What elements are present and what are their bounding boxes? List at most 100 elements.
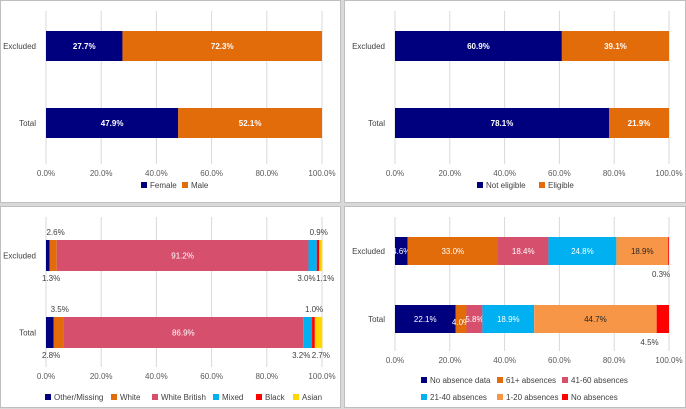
data-label: 3.0% — [297, 274, 315, 283]
bar-segment — [316, 240, 320, 271]
bar-segment — [303, 317, 313, 348]
bar-segment — [53, 317, 64, 348]
data-label: 24.8% — [571, 247, 594, 256]
legend-label: White British — [161, 393, 206, 402]
x-tick-label: 80.0% — [255, 169, 278, 178]
data-label: 39.1% — [604, 42, 627, 51]
legend-swatch — [111, 394, 117, 400]
bar-segment — [49, 240, 57, 271]
chart-panel-eligibility: 0.0% 20.0% 40.0% 60.0% 80.0% 100.0% Excluded To… — [344, 0, 686, 203]
bar-segment — [608, 108, 669, 138]
chart-absences: 0.0% 20.0% 40.0% 60.0% 80.0% 100.0% Excluded To… — [352, 217, 683, 402]
legend-label: Mixed — [222, 393, 243, 402]
data-label: 4.0% — [452, 318, 470, 327]
bar-segment — [46, 317, 54, 348]
legend-swatch — [141, 182, 147, 188]
x-tick-label: 40.0% — [145, 372, 168, 381]
data-label: 78.1% — [491, 119, 514, 128]
category-label: Total — [19, 329, 36, 338]
data-label: 21.9% — [628, 119, 651, 128]
data-label: 3.5% — [51, 305, 69, 314]
data-label: 18.9% — [631, 247, 654, 256]
category-label: Excluded — [352, 247, 385, 256]
x-tick-label: 80.0% — [603, 356, 626, 365]
data-label: 1.3% — [42, 274, 60, 283]
legend-label: No absences — [571, 393, 618, 402]
legend-label: White — [120, 393, 141, 402]
bar-segment — [63, 317, 304, 348]
bar-segment — [561, 31, 669, 61]
data-label: 2.8% — [42, 351, 60, 360]
legend-label: 1-20 absences — [506, 393, 558, 402]
category-label: Excluded — [3, 42, 36, 51]
bar-segment — [46, 108, 179, 138]
chart-sex: 0.0% 20.0% 40.0% 60.0% 80.0% 100.0% Excluded To… — [3, 11, 336, 190]
bar-segment — [656, 305, 669, 333]
x-tick-label: 80.0% — [603, 169, 626, 178]
x-tick-label: 60.0% — [200, 169, 223, 178]
x-tick-label: 60.0% — [548, 356, 571, 365]
legend-label: 61+ absences — [506, 376, 556, 385]
legend-swatch — [497, 394, 503, 400]
data-label: 4.5% — [640, 338, 658, 347]
chart-ethnicity: 0.0% 20.0% 40.0% 60.0% 80.0% 100.0% Excluded To… — [3, 217, 336, 402]
bar-segment — [56, 240, 309, 271]
data-label: 91.2% — [171, 252, 194, 261]
legend-swatch — [477, 182, 483, 188]
legend-label: Male — [191, 181, 209, 190]
x-tick-label: 100.0% — [308, 372, 335, 381]
data-label: 2.6% — [46, 228, 64, 237]
bar-segment — [46, 240, 50, 271]
bar-segment — [668, 237, 669, 265]
legend-label: Not eligible — [486, 181, 526, 190]
x-tick-label: 60.0% — [548, 169, 571, 178]
legend-label: No absence data — [430, 376, 491, 385]
data-label: 60.9% — [467, 42, 490, 51]
x-tick-label: 0.0% — [37, 372, 55, 381]
bar-segment — [395, 237, 408, 265]
chart-panel-absences: 0.0% 20.0% 40.0% 60.0% 80.0% 100.0% Excluded To… — [344, 206, 686, 408]
legend-swatch — [421, 394, 427, 400]
data-label: 86.9% — [172, 329, 195, 338]
bar-segment — [308, 240, 317, 271]
legend-label: 41-60 absences — [571, 376, 628, 385]
bar-segment — [312, 317, 315, 348]
legend-swatch — [256, 394, 262, 400]
bar-segment — [548, 237, 617, 265]
data-label: 18.9% — [497, 315, 520, 324]
category-label: Excluded — [3, 252, 36, 261]
chart-eligibility: 0.0% 20.0% 40.0% 60.0% 80.0% 100.0% Excluded To… — [352, 11, 683, 190]
bar-segment — [314, 317, 323, 348]
chart-panel-ethnicity: 0.0% 20.0% 40.0% 60.0% 80.0% 100.0% Excluded To… — [0, 206, 341, 408]
category-label: Total — [368, 119, 385, 128]
data-label: 1.1% — [316, 274, 334, 283]
data-label: 33.0% — [441, 247, 464, 256]
bar-segment — [46, 31, 123, 61]
bar-segment — [616, 237, 669, 265]
data-label: 1.0% — [305, 305, 323, 314]
bar-segment — [122, 31, 323, 61]
bar-segment — [498, 237, 549, 265]
data-label: 4.6% — [392, 247, 410, 256]
legend-swatch — [562, 377, 568, 383]
x-tick-label: 20.0% — [438, 169, 461, 178]
legend-swatch — [45, 394, 51, 400]
legend-label: Eligible — [548, 181, 574, 190]
bar-segment — [455, 305, 467, 333]
legend-swatch — [213, 394, 219, 400]
bar-segment — [466, 305, 483, 333]
bar-segment — [482, 305, 535, 333]
category-label: Total — [368, 315, 385, 324]
legend-label: Other/Missing — [54, 393, 103, 402]
data-label: 22.1% — [414, 315, 437, 324]
data-label: 0.3% — [652, 270, 670, 279]
x-tick-label: 40.0% — [493, 169, 516, 178]
legend-swatch — [293, 394, 299, 400]
data-label: 52.1% — [239, 119, 262, 128]
bar-segment — [395, 108, 609, 138]
bar-segment — [395, 305, 456, 333]
data-label: 27.7% — [73, 42, 96, 51]
x-tick-label: 40.0% — [145, 169, 168, 178]
x-tick-label: 100.0% — [308, 169, 335, 178]
category-label: Excluded — [352, 42, 385, 51]
